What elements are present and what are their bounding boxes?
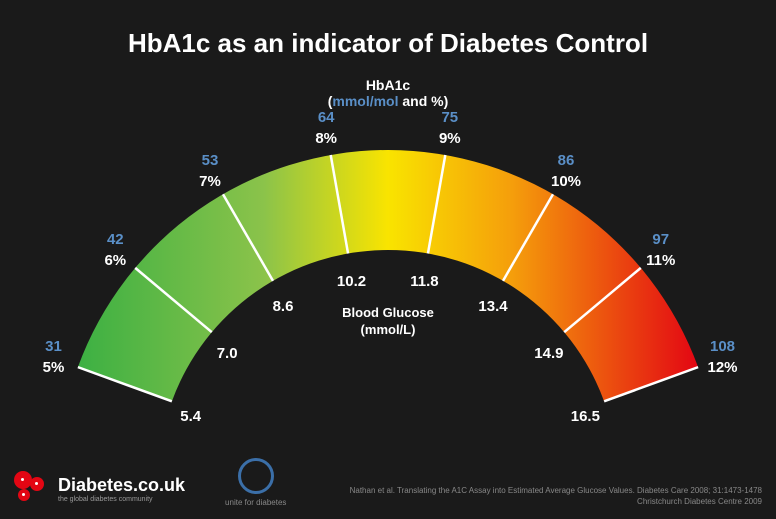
glucose-value: 16.5 <box>571 408 600 425</box>
mmol-value: 86 <box>551 152 581 169</box>
mmol-value: 64 <box>315 109 337 126</box>
bottom-axis-label: Blood Glucose (mmol/L) <box>342 305 434 339</box>
tick-top-label: 8610% <box>551 152 581 190</box>
mmol-value: 97 <box>646 231 675 248</box>
glucose-value: 13.4 <box>478 298 507 315</box>
gauge-svg <box>28 120 748 440</box>
pct-value: 5% <box>43 359 65 376</box>
page-title: HbA1c as an indicator of Diabetes Contro… <box>0 0 776 59</box>
pct-value: 11% <box>646 252 675 269</box>
glucose-value: 10.2 <box>337 273 366 290</box>
tick-top-label: 9711% <box>646 231 675 269</box>
glucose-value: 7.0 <box>217 345 238 362</box>
diabetes-logo-text: Diabetes.co.uk <box>58 475 185 496</box>
citation-line1: Nathan et al. Translating the A1C Assay … <box>350 486 762 496</box>
glucose-value: 8.6 <box>273 298 294 315</box>
pct-value: 10% <box>551 173 581 190</box>
glucose-value: 11.8 <box>410 273 438 290</box>
top-axis-suffix: and %) <box>399 93 449 109</box>
pct-value: 8% <box>315 130 337 147</box>
glucose-label-line1: Blood Glucose <box>342 305 434 320</box>
pct-value: 9% <box>439 130 461 147</box>
pct-value: 7% <box>199 173 221 190</box>
tick-top-label: 10812% <box>708 338 738 376</box>
mmol-value: 75 <box>439 109 461 126</box>
tick-top-label: 315% <box>43 338 65 376</box>
glucose-label-line2: (mmol/L) <box>361 322 416 337</box>
diabetes-logo-sub: the global diabetes community <box>58 496 185 503</box>
glucose-value: 5.4 <box>180 408 201 425</box>
unite-circle-icon <box>238 458 274 494</box>
mmol-value: 53 <box>199 152 221 169</box>
unite-label: unite for diabetes <box>225 498 286 507</box>
tick-top-label: 759% <box>439 109 461 147</box>
tick-top-label: 426% <box>104 231 126 269</box>
glucose-value: 14.9 <box>534 345 563 362</box>
mmol-label: mmol/mol <box>332 93 398 109</box>
mmol-value: 42 <box>104 231 126 248</box>
pct-value: 12% <box>708 359 738 376</box>
citation-line2: Christchurch Diabetes Centre 2009 <box>350 497 762 507</box>
diabetes-logo: Diabetes.co.uk the global diabetes commu… <box>14 471 185 507</box>
pct-value: 6% <box>104 252 126 269</box>
unite-logo: unite for diabetes <box>225 458 286 507</box>
gauge-chart: 315%426%537%648%759%8610%9711%10812% 5.4… <box>28 120 748 440</box>
gauge-arc <box>78 150 698 401</box>
diabetes-logo-icon <box>14 471 50 507</box>
mmol-value: 31 <box>43 338 65 355</box>
footer: Diabetes.co.uk the global diabetes commu… <box>14 458 762 507</box>
mmol-value: 108 <box>708 338 738 355</box>
top-axis-label: HbA1c (mmol/mol and %) <box>0 77 776 109</box>
hba1c-label: HbA1c <box>366 77 410 93</box>
citation: Nathan et al. Translating the A1C Assay … <box>350 486 762 507</box>
tick-top-label: 537% <box>199 152 221 190</box>
tick-top-label: 648% <box>315 109 337 147</box>
